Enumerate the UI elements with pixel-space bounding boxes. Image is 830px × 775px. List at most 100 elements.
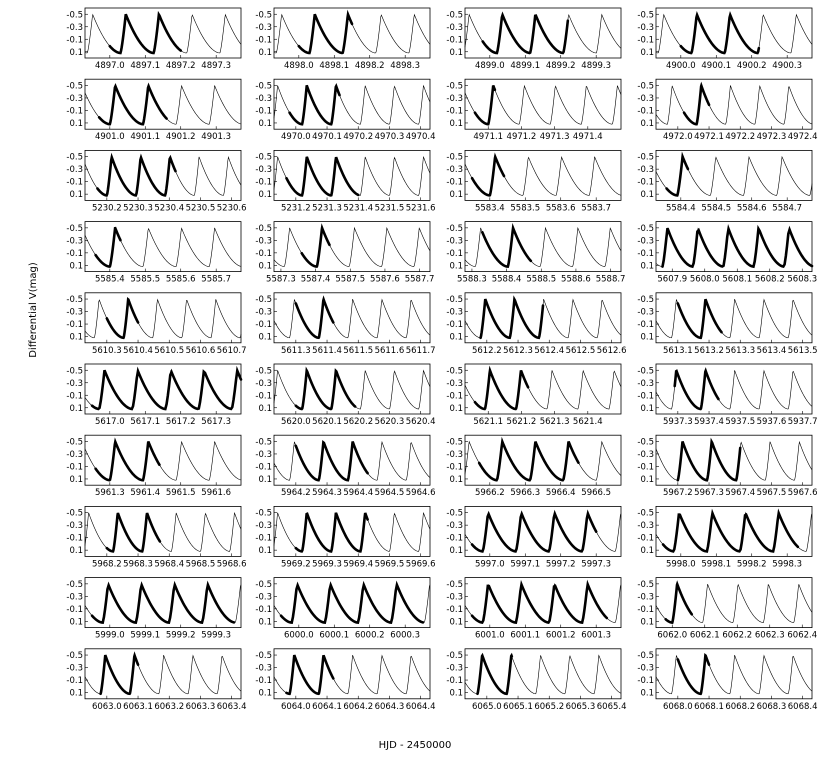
y-tick-label: -0.3 <box>637 236 654 246</box>
y-tick-label: 0.1 <box>258 261 272 271</box>
observed-data <box>676 437 742 482</box>
x-tick-label: 6001.0 <box>475 631 505 641</box>
y-tick-label: -0.1 <box>446 106 463 116</box>
y-tick-label: 0.1 <box>449 546 463 556</box>
light-curve-panel: -0.5 -0.3 -0.1 0.1 5230.2 5230.3 5230.4 5230.5 5… <box>66 149 247 213</box>
x-tick-label: 5608.3 <box>787 275 817 285</box>
x-tick-label: 4900.3 <box>772 61 802 71</box>
x-tick-label: 5230.2 <box>92 203 122 213</box>
y-tick-label: -0.5 <box>66 437 83 447</box>
x-tick-label: 5230.5 <box>186 203 216 213</box>
x-tick-label: 5998.3 <box>772 559 802 569</box>
observed-data <box>676 298 723 340</box>
y-tick-label: 0.1 <box>69 475 83 485</box>
light-curve-panel: -0.5 -0.3 -0.1 0.1 5998.0 5998.1 5998.2 5998.3 <box>637 505 813 569</box>
y-tick-label: -0.5 <box>255 10 272 20</box>
panel-frame <box>464 292 622 344</box>
x-tick-label: 5968.5 <box>186 559 216 569</box>
x-tick-label: 6001.3 <box>581 631 611 641</box>
y-tick-label: 0.1 <box>640 119 654 129</box>
y-tick-label: -0.1 <box>255 605 272 615</box>
x-tick-label: 5611.3 <box>281 346 311 356</box>
light-curve-panel: -0.5 -0.3 -0.1 0.1 5964.2 5964.3 5964.4 5964.5 5… <box>255 434 436 498</box>
x-tick-label: 5997.3 <box>581 559 611 569</box>
panel-frame <box>464 221 622 273</box>
x-tick-label: 5999.0 <box>95 631 125 641</box>
light-curve-panel: -0.5 -0.3 -0.1 0.1 5966.2 5966.3 5966.4 5966.5 <box>446 434 622 498</box>
y-tick-label: 0.1 <box>640 190 654 200</box>
x-tick-label: 5968.2 <box>92 559 122 569</box>
x-tick-label: 6063.3 <box>186 702 216 712</box>
y-tick-label: -0.1 <box>255 35 272 45</box>
x-tick-label: 5583.4 <box>475 203 505 213</box>
x-tick-label: 5999.3 <box>201 631 231 641</box>
y-tick-label: -0.3 <box>255 165 272 175</box>
y-tick-label: -0.5 <box>637 366 654 376</box>
x-tick-label: 5611.4 <box>312 346 342 356</box>
observed-data <box>285 654 335 696</box>
panel-frame <box>464 363 622 415</box>
y-tick-label: -0.3 <box>446 94 463 104</box>
y-tick-label: -0.3 <box>66 23 83 33</box>
panel-frame <box>84 149 242 201</box>
x-tick-label: 5612.5 <box>566 346 596 356</box>
y-tick-label: -0.3 <box>637 308 654 318</box>
light-curve-panel: -0.5 -0.3 -0.1 0.1 4900.0 4900.1 4900.2 4900.3 <box>637 7 813 71</box>
y-tick-label: -0.3 <box>637 94 654 104</box>
y-tick-label: 0.1 <box>258 333 272 343</box>
observed-data <box>279 580 425 625</box>
x-tick-label: 4898.0 <box>284 61 314 71</box>
x-tick-label: 5961.5 <box>166 488 196 498</box>
model-curve <box>84 84 242 125</box>
x-tick-label: 5585.5 <box>130 275 160 285</box>
observed-data <box>97 82 168 126</box>
y-tick-label: -0.1 <box>637 605 654 615</box>
x-tick-label: 5967.2 <box>663 488 693 498</box>
light-curve-panel: -0.5 -0.3 -0.1 0.1 5584.4 5584.5 5584.6 5584.7 <box>637 149 813 213</box>
x-tick-label: 6068.1 <box>694 702 724 712</box>
x-tick-label: 6068.2 <box>725 702 755 712</box>
y-tick-label: -0.1 <box>637 249 654 259</box>
x-tick-label: 5230.4 <box>154 203 184 213</box>
x-tick-label: 5617.1 <box>130 417 160 427</box>
x-tick-label: 5621.2 <box>507 417 537 427</box>
light-curve-panel: -0.5 -0.3 -0.1 0.1 5231.2 5231.3 5231.4 5231.5 5… <box>255 149 436 213</box>
y-tick-label: -0.1 <box>446 534 463 544</box>
y-tick-label: -0.3 <box>255 23 272 33</box>
x-tick-label: 4970.1 <box>312 132 342 142</box>
x-tick-label: 5969.3 <box>312 559 342 569</box>
panel-frame <box>655 221 813 273</box>
light-curve-panel: -0.5 -0.3 -0.1 0.1 5617.0 5617.1 5617.2 5617.3 <box>66 363 243 427</box>
y-tick-label: 0.1 <box>640 617 654 627</box>
y-tick-label: -0.3 <box>446 664 463 674</box>
observed-data <box>682 81 711 126</box>
y-tick-label: -0.3 <box>637 592 654 602</box>
panel-frame <box>84 648 242 700</box>
y-tick-label: -0.3 <box>255 308 272 318</box>
y-tick-label: -0.3 <box>637 521 654 531</box>
x-tick-label: 5611.7 <box>406 346 436 356</box>
y-tick-label: -0.1 <box>255 462 272 472</box>
x-tick-label: 5230.3 <box>123 203 153 213</box>
y-tick-label: -0.5 <box>66 651 83 661</box>
x-tick-label: 6062.4 <box>787 631 817 641</box>
model-curve <box>84 511 242 552</box>
y-tick-label: 0.1 <box>69 190 83 200</box>
y-tick-label: 0.1 <box>640 48 654 58</box>
y-tick-label: 0.1 <box>449 48 463 58</box>
x-tick-label: 5611.5 <box>343 346 373 356</box>
x-tick-label: 5997.2 <box>546 559 576 569</box>
panel-frame <box>464 505 622 557</box>
y-tick-label: 0.1 <box>449 119 463 129</box>
observed-data <box>294 439 369 482</box>
panel-frame <box>464 7 622 59</box>
x-tick-label: 4971.1 <box>473 132 503 142</box>
x-tick-label: 6062.0 <box>657 631 687 641</box>
panel-frame <box>84 363 242 415</box>
y-tick-label: -0.5 <box>446 509 463 519</box>
x-tick-label: 5588.6 <box>561 275 591 285</box>
y-tick-label: -0.3 <box>66 521 83 531</box>
observed-data <box>96 152 177 197</box>
x-tick-label: 5610.6 <box>186 346 216 356</box>
